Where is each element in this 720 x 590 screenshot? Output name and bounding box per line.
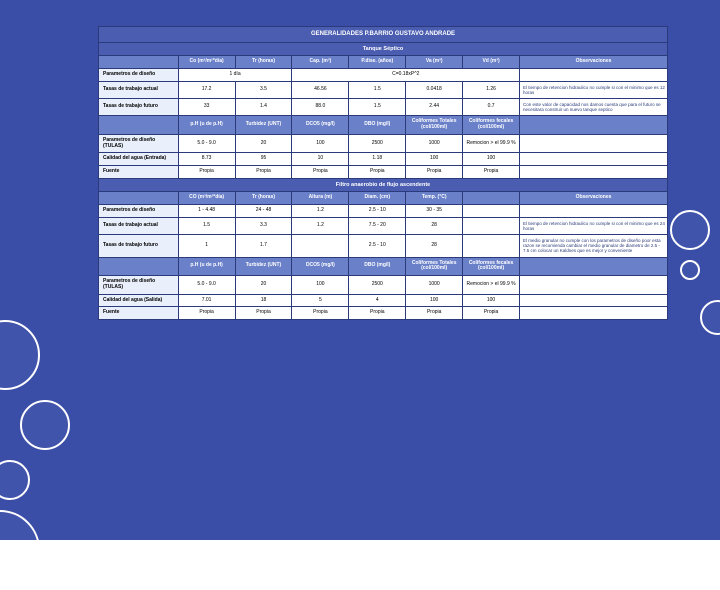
sec1-hdr: Co (m³/m²*día) Tr (horas) Cap. (m³) P.di… [99,56,668,69]
table-row: Parametros de diseño 1 - 4.4824 - 481.2 … [99,204,668,217]
table-row: Calidad del agua (Salida) 7.01185 410010… [99,294,668,307]
table-row: Tasas de trabajo actual 1.53.31.2 7.5 - … [99,217,668,234]
table-row: Fuente PropiaPropiaPropia PropiaPropiaPr… [99,166,668,179]
sec2-hdr: CO (m³/m²*día) Tr (horas) Altura (m) Dia… [99,192,668,205]
sec1-subhdr: p.H (u de p.H) Turbidez (UNT) DCO5 (mg/l… [99,116,668,135]
table-row: Parametros de diseño (TULAS) 5.0 - 9.020… [99,134,668,153]
section2-title: Filtro anaerobio de flujo ascendente [99,178,668,191]
table-row: Tasas de trabajo futuro 11.7 2.5 - 1028 … [99,235,668,258]
main-table: GENERALIDADES P.BARRIO GUSTAVO ANDRADE T… [98,26,668,320]
table-row: Parametros de diseño (TULAS) 5.0 - 9.020… [99,276,668,295]
section1-title: Tanque Séptico [99,42,668,55]
main-title: GENERALIDADES P.BARRIO GUSTAVO ANDRADE [99,27,668,43]
table-row: Tasas de trabajo actual 17.23.546.56 1.5… [99,81,668,98]
sec2-subhdr: p.H (u de p.H) Turbidez (UNT) DCO5 (mg/l… [99,257,668,276]
table-row: Parametros de diseño 1 día C=0.18xP^2 [99,68,668,81]
table-row: Tasas de trabajo futuro 331.488.0 1.52.4… [99,99,668,116]
table-row: Fuente PropiaPropiaPropia PropiaPropiaPr… [99,307,668,320]
table-row: Calidad del agua (Entrada) 8.739510 1.18… [99,153,668,166]
